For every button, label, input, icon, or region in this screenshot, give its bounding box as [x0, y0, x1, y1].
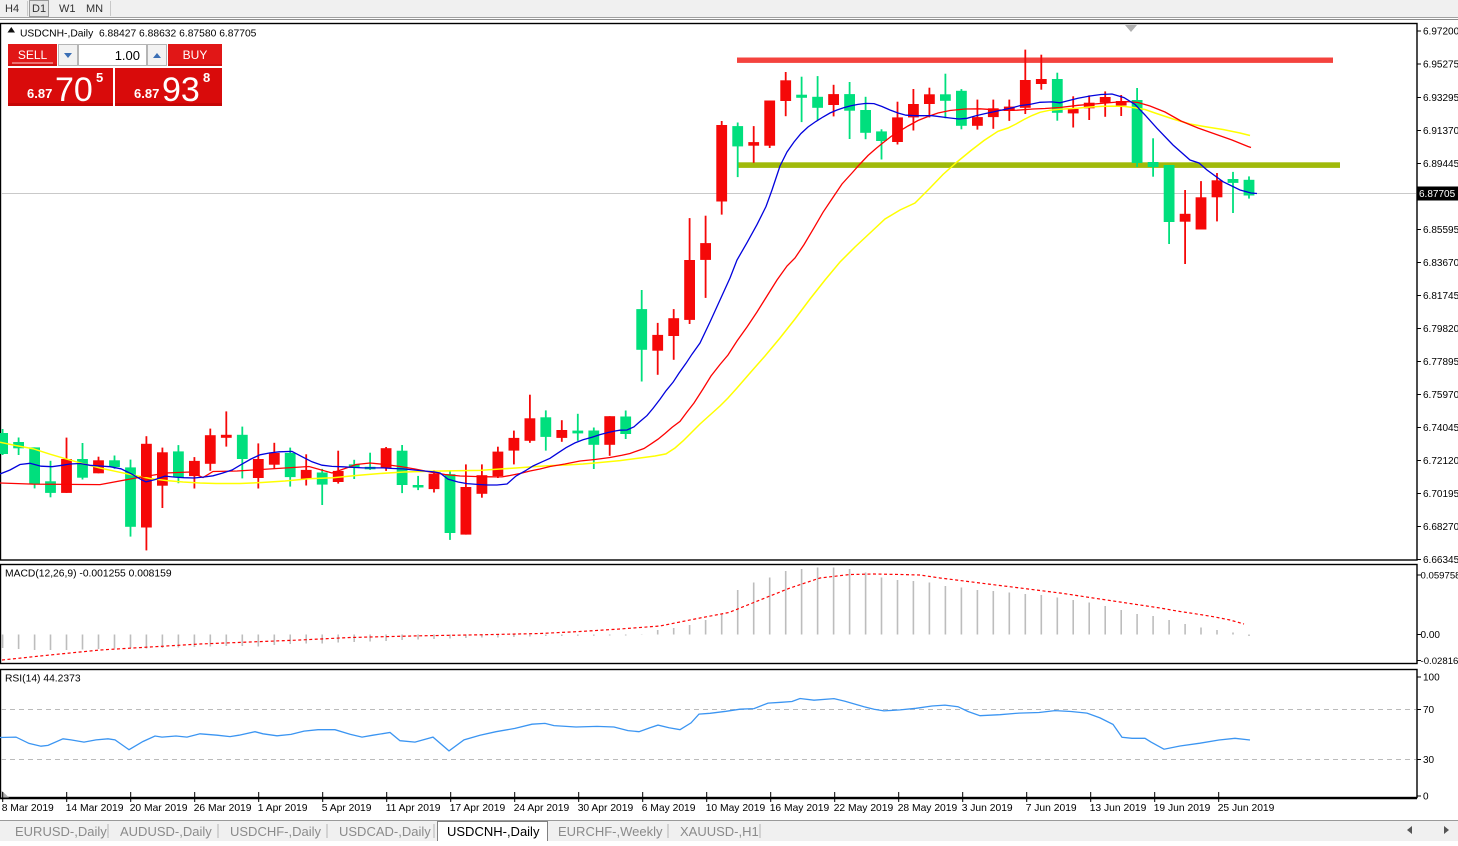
svg-text:USDCNH-,Daily: USDCNH-,Daily — [447, 824, 540, 839]
svg-text:6.81745: 6.81745 — [1423, 291, 1458, 302]
svg-text:6.79820: 6.79820 — [1423, 324, 1458, 335]
svg-text:6.77895: 6.77895 — [1423, 357, 1458, 368]
svg-text:5: 5 — [96, 70, 103, 85]
svg-text:-0.02816: -0.02816 — [1421, 656, 1458, 667]
svg-text:MN: MN — [86, 3, 103, 15]
svg-text:70: 70 — [1423, 705, 1435, 716]
svg-text:24 Apr 2019: 24 Apr 2019 — [514, 803, 570, 814]
svg-text:6.85595: 6.85595 — [1423, 225, 1458, 236]
svg-text:6.91370: 6.91370 — [1423, 126, 1458, 137]
svg-text:EURCHF-,Weekly: EURCHF-,Weekly — [558, 824, 663, 839]
svg-text:AUDUSD-,Daily: AUDUSD-,Daily — [120, 824, 212, 839]
svg-text:6.72120: 6.72120 — [1423, 456, 1458, 467]
svg-text:100: 100 — [1423, 673, 1440, 684]
svg-text:6.95275: 6.95275 — [1423, 60, 1458, 71]
svg-text:1 Apr 2019: 1 Apr 2019 — [258, 803, 308, 814]
svg-text:28 May 2019: 28 May 2019 — [898, 803, 958, 814]
svg-text:EURUSD-,Daily: EURUSD-,Daily — [15, 824, 107, 839]
svg-text:30: 30 — [1423, 755, 1435, 766]
svg-text:XAUUSD-,H1: XAUUSD-,H1 — [680, 824, 759, 839]
svg-text:16 May 2019: 16 May 2019 — [770, 803, 830, 814]
svg-text:W1: W1 — [59, 3, 76, 15]
svg-text:6 May 2019: 6 May 2019 — [642, 803, 696, 814]
svg-text:30 Apr 2019: 30 Apr 2019 — [578, 803, 634, 814]
svg-text:6.89445: 6.89445 — [1423, 159, 1458, 170]
svg-text:25 Jun 2019: 25 Jun 2019 — [1218, 803, 1275, 814]
svg-text:8: 8 — [203, 70, 210, 85]
svg-text:SELL: SELL — [18, 48, 48, 62]
svg-text:14 Mar 2019: 14 Mar 2019 — [66, 803, 124, 814]
svg-text:6.93295: 6.93295 — [1423, 93, 1458, 104]
svg-text:0.059758: 0.059758 — [1421, 571, 1458, 582]
svg-text:20 Mar 2019: 20 Mar 2019 — [130, 803, 188, 814]
svg-text:D1: D1 — [32, 3, 46, 15]
svg-text:USDCNH-,Daily 6.88427 6.88632: USDCNH-,Daily 6.88427 6.88632 6.87580 6.… — [20, 29, 257, 40]
svg-text:3 Jun 2019: 3 Jun 2019 — [962, 803, 1013, 814]
svg-text:0.00: 0.00 — [1421, 630, 1441, 641]
svg-text:22 May 2019: 22 May 2019 — [834, 803, 894, 814]
svg-text:6.87: 6.87 — [134, 86, 159, 101]
svg-text:19 Jun 2019: 19 Jun 2019 — [1154, 803, 1211, 814]
svg-text:6.68270: 6.68270 — [1423, 522, 1458, 533]
svg-text:13 Jun 2019: 13 Jun 2019 — [1090, 803, 1147, 814]
svg-text:USDCHF-,Daily: USDCHF-,Daily — [230, 824, 322, 839]
svg-text:6.74045: 6.74045 — [1423, 423, 1458, 434]
svg-text:USDCAD-,Daily: USDCAD-,Daily — [339, 824, 431, 839]
svg-text:10 May 2019: 10 May 2019 — [706, 803, 766, 814]
svg-text:0: 0 — [1423, 792, 1429, 803]
svg-text:6.87: 6.87 — [27, 86, 52, 101]
svg-text:6.97200: 6.97200 — [1423, 27, 1458, 38]
svg-text:6.75970: 6.75970 — [1423, 390, 1458, 401]
svg-text:93: 93 — [162, 71, 200, 109]
svg-text:6.83670: 6.83670 — [1423, 258, 1458, 269]
svg-text:26 Mar 2019: 26 Mar 2019 — [194, 803, 252, 814]
svg-text:1.00: 1.00 — [115, 48, 140, 63]
svg-text:8 Mar 2019: 8 Mar 2019 — [2, 803, 54, 814]
svg-text:17 Apr 2019: 17 Apr 2019 — [450, 803, 506, 814]
svg-text:BUY: BUY — [183, 48, 208, 62]
svg-text:6.87705: 6.87705 — [1419, 189, 1456, 200]
svg-text:6.70195: 6.70195 — [1423, 489, 1458, 500]
svg-text:H4: H4 — [5, 3, 19, 15]
svg-text:RSI(14) 44.2373: RSI(14) 44.2373 — [5, 674, 81, 685]
svg-text:11 Apr 2019: 11 Apr 2019 — [386, 803, 441, 814]
svg-text:MACD(12,26,9) -0.001255 0.0081: MACD(12,26,9) -0.001255 0.008159 — [5, 569, 172, 580]
svg-text:5 Apr 2019: 5 Apr 2019 — [322, 803, 372, 814]
svg-text:7 Jun 2019: 7 Jun 2019 — [1026, 803, 1077, 814]
svg-text:70: 70 — [55, 71, 93, 109]
svg-text:6.66345: 6.66345 — [1423, 555, 1458, 566]
